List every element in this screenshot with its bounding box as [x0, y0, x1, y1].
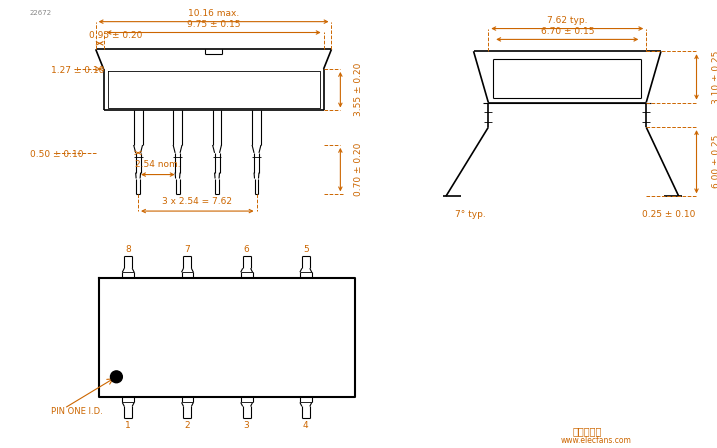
Text: 22672: 22672	[29, 10, 52, 16]
Text: 6.00 ± 0.25: 6.00 ± 0.25	[712, 135, 717, 189]
Text: 2: 2	[185, 421, 190, 430]
Text: 3.55 ± 0.20: 3.55 ± 0.20	[353, 63, 363, 116]
Text: 7° typ.: 7° typ.	[455, 210, 486, 219]
Text: 6.70 ± 0.15: 6.70 ± 0.15	[541, 27, 594, 36]
Text: 0.70 ± 0.20: 0.70 ± 0.20	[353, 143, 363, 196]
Circle shape	[110, 371, 123, 383]
Text: 7.62 typ.: 7.62 typ.	[547, 16, 587, 25]
Text: 3.10 ± 0.25: 3.10 ± 0.25	[712, 50, 717, 103]
Text: 8: 8	[125, 245, 131, 254]
Text: 0.50 ± 0.10: 0.50 ± 0.10	[29, 151, 83, 159]
Text: 1: 1	[125, 421, 131, 430]
Text: 4: 4	[303, 421, 308, 430]
Text: 6: 6	[244, 245, 250, 254]
Text: 2.54 nom.: 2.54 nom.	[135, 160, 181, 169]
Text: 9.75 ± 0.15: 9.75 ± 0.15	[187, 20, 240, 29]
Text: www.elecfans.com: www.elecfans.com	[561, 436, 631, 445]
Text: 3 x 2.54 = 7.62: 3 x 2.54 = 7.62	[162, 197, 232, 206]
Text: 7: 7	[184, 245, 190, 254]
Text: 电子发烧友: 电子发烧友	[572, 426, 602, 436]
Text: 0.95 ± 0.20: 0.95 ± 0.20	[89, 31, 142, 40]
Text: 0.25 ± 0.10: 0.25 ± 0.10	[642, 210, 695, 219]
Text: 1.27 ± 0.10: 1.27 ± 0.10	[52, 66, 105, 75]
Text: 10.16 max.: 10.16 max.	[188, 9, 239, 18]
Text: 3: 3	[244, 421, 250, 430]
Text: PIN ONE I.D.: PIN ONE I.D.	[52, 407, 103, 416]
Text: 5: 5	[303, 245, 309, 254]
